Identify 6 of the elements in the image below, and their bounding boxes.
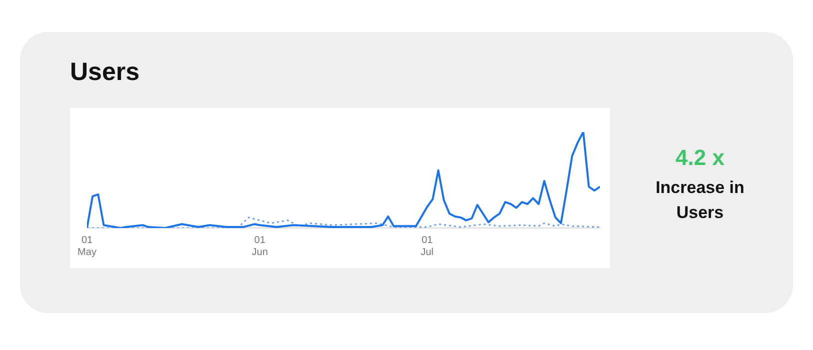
text: 4.2 x — [674, 145, 726, 171]
x-tick-label: 01 May — [78, 234, 96, 258]
chart-title: Users — [70, 58, 140, 87]
x-tick-label: 01 Jun — [252, 234, 268, 258]
x-tick-label: 01 Jul — [420, 234, 434, 258]
text: Increase in Users — [654, 177, 746, 224]
